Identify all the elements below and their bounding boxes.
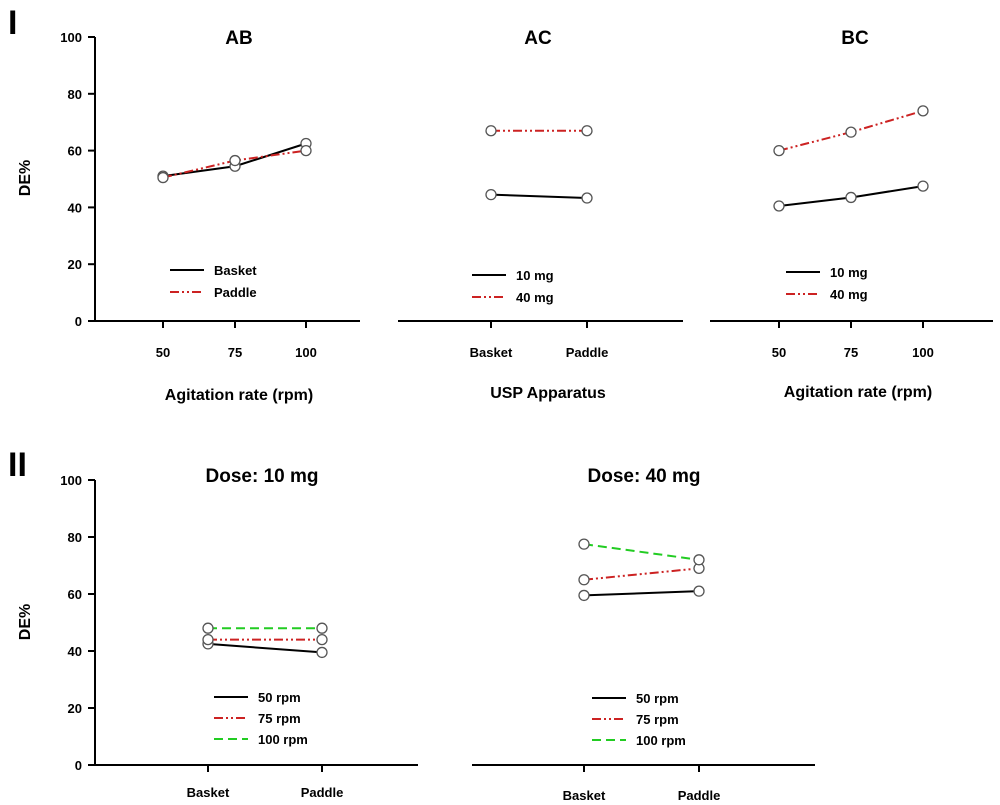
legend-label: 40 mg (516, 290, 554, 305)
x-tick-label: Paddle (301, 785, 344, 800)
data-point (202, 622, 214, 634)
series-line (583, 543, 700, 561)
x-tick-label: 50 (772, 345, 786, 360)
x-tick-label: 75 (844, 345, 858, 360)
panel-label-I: I (8, 4, 17, 42)
data-point (845, 126, 857, 138)
x-tick-label: Basket (187, 785, 230, 800)
chart-ab: AB Agitation rate (rpm) 0 20 40 60 80 100 50 7… (60, 28, 360, 404)
chart-title: AB (225, 28, 252, 49)
legend-label: 50 rpm (258, 690, 301, 705)
data-point (300, 144, 312, 157)
data-point (157, 171, 169, 184)
chart-dose-40mg: Dose: 40 mg Basket Paddle 50 rpm 75 rpm 100… (472, 466, 815, 803)
x-tick-label: 50 (156, 345, 170, 360)
chart-dose-10mg: Dose: 10 mg 0 20 40 60 80 100 Basket Paddle 50… (60, 466, 418, 800)
data-point (917, 180, 929, 192)
y-tick-label: 60 (68, 144, 82, 159)
chart-title: Dose: 10 mg (206, 466, 319, 487)
y-tick-label: 80 (68, 87, 82, 102)
y-tick-label: 0 (75, 314, 82, 329)
data-point (581, 192, 593, 204)
x-tick-label: Basket (563, 788, 606, 803)
legend-label: 75 rpm (258, 711, 301, 726)
legend-label: 10 mg (516, 268, 554, 283)
panel-label-II: II (8, 446, 27, 484)
legend-label: 40 mg (830, 287, 868, 302)
y-tick-label: 20 (68, 701, 82, 716)
y-axis-title-top: DE% (17, 160, 34, 196)
legend-label: 10 mg (830, 265, 868, 280)
data-point (316, 646, 328, 659)
data-point (578, 574, 590, 586)
data-point (693, 585, 705, 597)
data-point (229, 154, 241, 167)
y-tick-label: 100 (60, 473, 82, 488)
chart-bc: BC Agitation rate (rpm) 50 75 100 10 mg 40 … (710, 28, 993, 401)
x-tick-label: 75 (228, 345, 242, 360)
series-line (583, 567, 700, 581)
series-line (207, 642, 323, 654)
data-point (485, 125, 497, 137)
legend-label: Paddle (214, 285, 257, 300)
x-axis-title: USP Apparatus (490, 385, 606, 402)
legend-label: 75 rpm (636, 712, 679, 727)
x-tick-label: Paddle (678, 788, 721, 803)
legend-label: Basket (214, 263, 257, 278)
y-tick-label: 0 (75, 758, 82, 773)
y-tick-label: 100 (60, 30, 82, 45)
series-line (583, 590, 700, 597)
data-point (917, 105, 929, 117)
x-tick-label: 100 (295, 345, 317, 360)
chart-title: Dose: 40 mg (588, 466, 701, 487)
series-line (490, 193, 588, 200)
y-tick-label: 20 (68, 257, 82, 272)
legend-label: 100 rpm (258, 732, 308, 747)
data-point (202, 633, 214, 646)
y-tick-label: 60 (68, 587, 82, 602)
x-tick-label: Paddle (566, 345, 609, 360)
y-axis-title-bottom: DE% (17, 604, 34, 640)
legend-label: 50 rpm (636, 691, 679, 706)
y-tick-label: 40 (68, 200, 82, 215)
x-tick-label: Basket (470, 345, 513, 360)
data-point (316, 622, 328, 634)
x-axis-title: Agitation rate (rpm) (165, 387, 313, 404)
data-point (578, 589, 590, 602)
legend-label: 100 rpm (636, 733, 686, 748)
x-axis-title: Agitation rate (rpm) (784, 384, 932, 401)
data-point (578, 538, 590, 550)
chart-ac: AC USP Apparatus Basket Paddle 10 mg 40 mg (398, 28, 683, 402)
data-point (845, 191, 857, 204)
data-point (316, 633, 328, 646)
data-point (693, 554, 705, 566)
chart-title: AC (524, 28, 552, 49)
data-point (773, 200, 785, 212)
y-tick-label: 80 (68, 530, 82, 545)
x-tick-label: 100 (912, 345, 934, 360)
chart-title: BC (841, 28, 869, 49)
data-point (485, 188, 497, 201)
data-point (581, 125, 593, 137)
data-point (773, 144, 785, 157)
y-tick-label: 40 (68, 644, 82, 659)
